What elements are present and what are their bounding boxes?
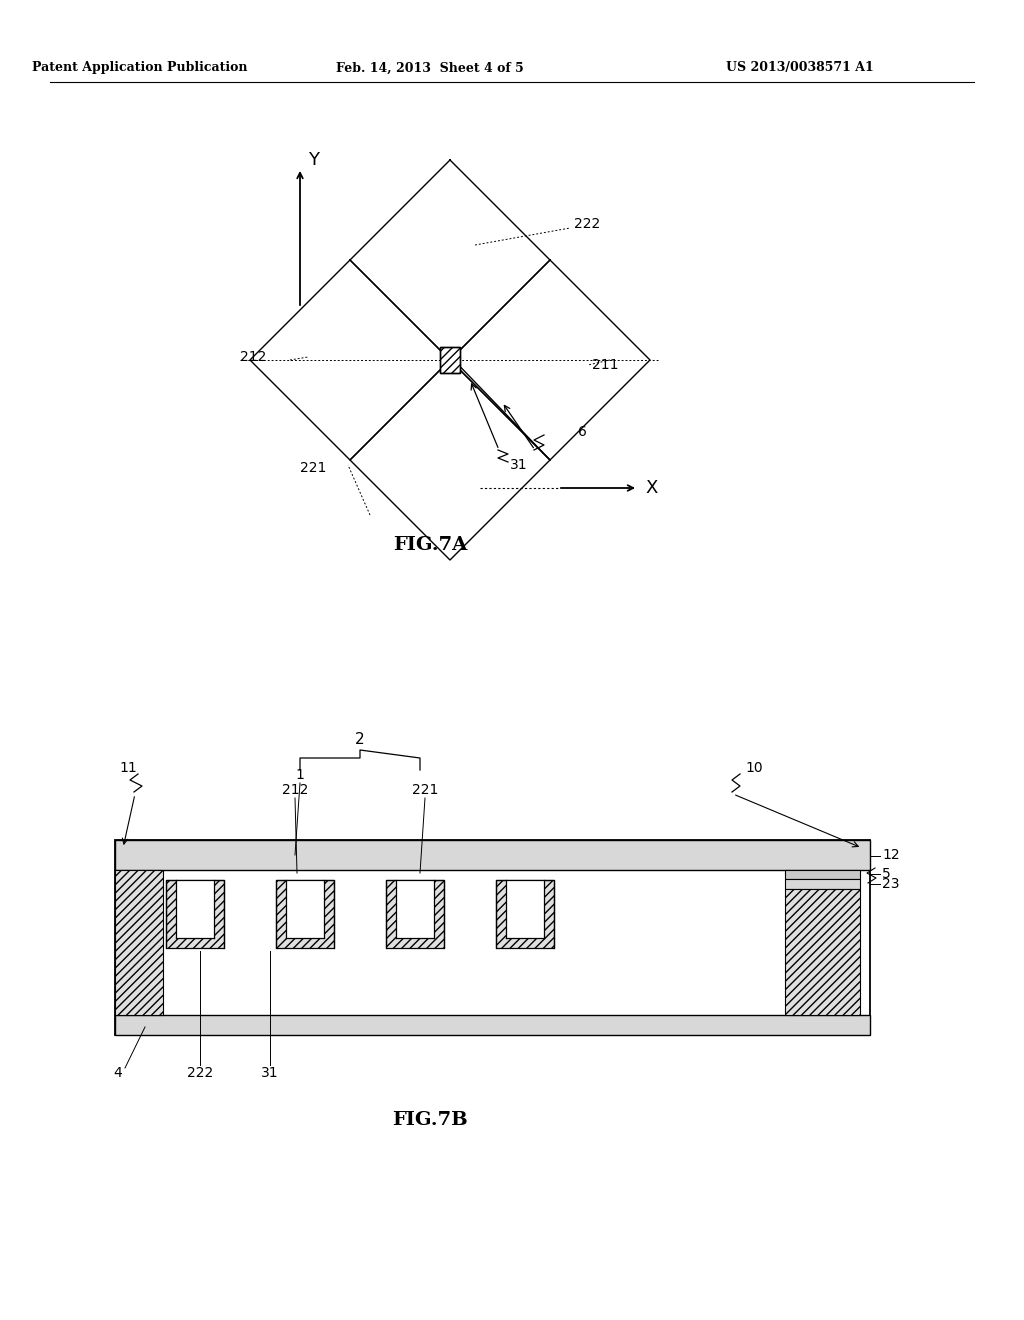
Bar bbox=[176, 880, 214, 939]
Bar bbox=[506, 880, 544, 939]
Text: 221: 221 bbox=[300, 461, 327, 475]
Text: 31: 31 bbox=[261, 1067, 279, 1080]
Text: 23: 23 bbox=[882, 876, 899, 891]
Text: 11: 11 bbox=[119, 762, 137, 775]
Bar bbox=[496, 880, 554, 948]
Text: 211: 211 bbox=[592, 358, 618, 372]
Bar bbox=[115, 870, 163, 1015]
Bar bbox=[115, 1015, 870, 1035]
Text: 6: 6 bbox=[578, 425, 587, 440]
Bar bbox=[286, 880, 324, 939]
Bar bbox=[276, 880, 334, 948]
Text: 5: 5 bbox=[882, 867, 891, 880]
Bar bbox=[440, 347, 460, 374]
Text: Y: Y bbox=[308, 150, 319, 169]
Bar bbox=[115, 840, 870, 1035]
Bar bbox=[440, 347, 460, 374]
Bar bbox=[785, 888, 860, 1015]
Bar bbox=[396, 880, 434, 939]
Text: 2: 2 bbox=[355, 733, 365, 747]
Text: Feb. 14, 2013  Sheet 4 of 5: Feb. 14, 2013 Sheet 4 of 5 bbox=[336, 62, 524, 74]
Text: FIG.7B: FIG.7B bbox=[392, 1111, 468, 1129]
Text: 31: 31 bbox=[510, 458, 527, 473]
Text: US 2013/0038571 A1: US 2013/0038571 A1 bbox=[726, 62, 873, 74]
Text: 1: 1 bbox=[296, 768, 304, 781]
Text: 222: 222 bbox=[186, 1067, 213, 1080]
Text: 222: 222 bbox=[574, 216, 600, 231]
Text: 212: 212 bbox=[240, 350, 266, 364]
Text: 212: 212 bbox=[282, 783, 308, 797]
Bar bbox=[115, 840, 870, 870]
Text: Patent Application Publication: Patent Application Publication bbox=[32, 62, 248, 74]
Text: 4: 4 bbox=[114, 1067, 123, 1080]
Bar bbox=[166, 880, 224, 948]
Text: FIG.7A: FIG.7A bbox=[393, 536, 467, 554]
Text: X: X bbox=[645, 479, 657, 498]
Bar bbox=[785, 879, 860, 888]
Text: 221: 221 bbox=[412, 783, 438, 797]
Bar bbox=[386, 880, 444, 948]
Text: 12: 12 bbox=[882, 847, 900, 862]
Text: 10: 10 bbox=[745, 762, 763, 775]
Bar bbox=[785, 870, 860, 879]
